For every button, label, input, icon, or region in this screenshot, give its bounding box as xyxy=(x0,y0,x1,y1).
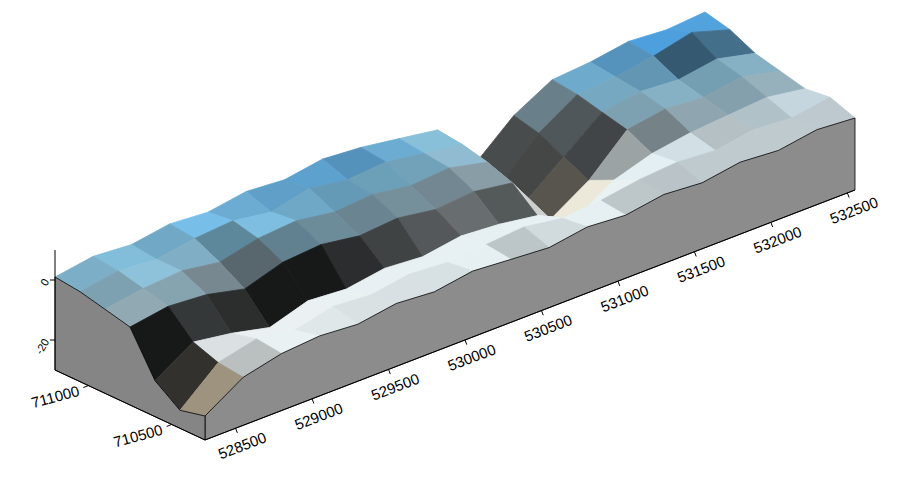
y-tick xyxy=(83,386,88,388)
x-tick-label: 531500 xyxy=(675,252,728,286)
z-tick-label: 0 xyxy=(38,276,51,287)
x-tick xyxy=(694,252,696,257)
z-tick-label: -20 xyxy=(33,336,51,356)
chart: 528500 529000 529500 530000 530500 531000 5315… xyxy=(0,0,901,478)
x-tick-label: 532500 xyxy=(828,193,881,227)
x-tick xyxy=(236,428,238,433)
x-axis-line xyxy=(205,190,855,440)
x-tick-label: 530000 xyxy=(445,340,498,374)
y-tick-label: 710500 xyxy=(112,421,165,450)
surface-cell xyxy=(667,12,730,32)
x-tick xyxy=(312,399,314,404)
x-tick-label: 529500 xyxy=(369,370,422,404)
z-axis-line xyxy=(55,250,56,370)
x-tick-label: 528500 xyxy=(216,429,269,463)
y-tick-label: 711000 xyxy=(29,382,81,411)
x-tick-label: 531000 xyxy=(598,281,651,315)
x-tick xyxy=(389,369,391,374)
x-tick xyxy=(541,311,543,316)
x-tick xyxy=(465,340,467,345)
front-face xyxy=(205,118,855,440)
x-tick-label: 529000 xyxy=(292,399,345,433)
x-tick-label: 530500 xyxy=(522,311,575,345)
y-tick xyxy=(167,424,172,426)
x-tick xyxy=(847,193,849,198)
z-tick xyxy=(50,340,55,341)
x-tick xyxy=(618,281,620,286)
x-tick xyxy=(771,222,773,227)
left-face xyxy=(55,277,205,440)
z-tick xyxy=(50,280,55,281)
x-tick-label: 532000 xyxy=(751,223,804,257)
